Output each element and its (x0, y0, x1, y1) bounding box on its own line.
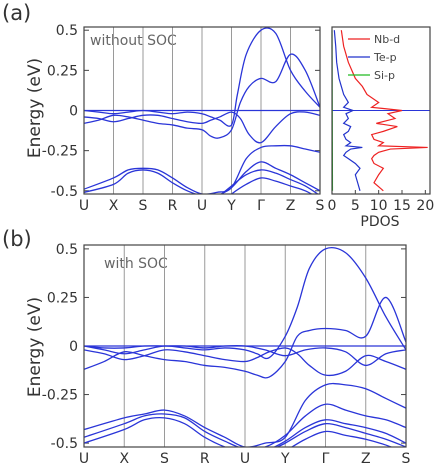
panel-b-kpoint-label: Y (280, 451, 290, 467)
panel-b-y-tick-label: -0.25 (42, 388, 78, 404)
panel-b-bands (84, 247, 406, 447)
panel-b-kpoint-label: U (240, 451, 250, 467)
panel-b-band-0 (84, 247, 406, 360)
panel-b-frame (83, 244, 407, 448)
panel-a-y-tick-label: -0.5 (51, 184, 78, 200)
panel-b-band-4 (84, 382, 406, 447)
pdos-x-tick-label: 20 (416, 198, 434, 214)
panel-a-band-1 (84, 53, 320, 139)
panel-b-band-8 (290, 430, 394, 447)
pdos-x-axis-label: PDOS (360, 214, 399, 230)
panel-a-kpoint-label: U (197, 198, 207, 214)
pdos-legend-label: Nb-d (374, 33, 400, 46)
pdos-x-tick-label: 15 (393, 198, 411, 214)
panel-a-band-6 (230, 177, 313, 194)
panel-b-y-tick-label: -0.5 (51, 436, 78, 452)
panel-b-kpoint-label: R (200, 451, 210, 467)
pdos-x-tick-label: 10 (370, 198, 388, 214)
panel-a-y-axis-label: Energy (eV) (25, 58, 45, 158)
panel-a-kpoint-label: Y (226, 198, 236, 214)
panel-a-frame (83, 26, 321, 195)
panel-a-band-0 (84, 27, 320, 127)
panel-a-kpoint-label: S (139, 198, 148, 214)
pdos-x-tick-label: 0 (328, 198, 337, 214)
panel-b-y-tick-label: 0.5 (56, 242, 78, 258)
panel-b-annotation: with SOC (104, 256, 168, 272)
panel-b-label: (b) (2, 227, 32, 251)
panel-a-band-4 (84, 161, 320, 194)
pdos-series-te-p (333, 30, 363, 191)
panel-a-y-tick-label: 0.25 (47, 63, 78, 79)
panel-a-pdos-plot: PDOS 0 5 10 15 20 Nb-d Te-p Si-p (328, 26, 434, 230)
panel-a-kpoint-label: Z (286, 198, 296, 214)
pdos-legend-label: Te-p (373, 51, 397, 64)
panel-b-y-tick-label: 0.25 (47, 290, 78, 306)
panel-b-band-6 (84, 416, 406, 447)
panel-b-y-axis-label: Energy (eV) (25, 297, 45, 397)
panel-b-band-plot: Energy (eV) with SOC U X S R U Y Γ Z S 0.5 0.25 0 -0… (25, 242, 411, 467)
panel-b-band-2 (84, 347, 406, 377)
panel-a-kpoint-label: U (79, 198, 89, 214)
panel-b-band-3 (84, 344, 406, 367)
panel-b-kpoint-label: U (79, 451, 89, 467)
panel-a-y-tick-label: 0 (69, 104, 78, 120)
panel-a-kpoint-label: X (109, 198, 119, 214)
panel-b-kpoint-label: S (160, 451, 169, 467)
panel-b-y-tick-label: 0 (69, 339, 78, 355)
panel-b-kpoint-label: X (119, 451, 129, 467)
panel-a-annotation: without SOC (90, 33, 177, 49)
panel-a-kpoint-label: R (168, 198, 178, 214)
panel-b-kpoint-label: Γ (322, 451, 330, 467)
panel-b-kpoint-label: S (402, 451, 411, 467)
panel-a-band-5 (220, 169, 319, 194)
panel-a-kpoint-label: S (316, 198, 325, 214)
panel-a-y-tick-label: -0.25 (42, 144, 78, 160)
panel-a-label: (a) (2, 1, 31, 25)
panel-a-band-2 (84, 111, 320, 144)
pdos-legend-label: Si-p (374, 69, 395, 82)
pdos-frame (331, 26, 431, 195)
panel-b-band-5 (84, 403, 406, 447)
pdos-x-tick-label: 5 (351, 198, 360, 214)
panel-a-kpoint-label: Γ (257, 198, 265, 214)
panel-b-band-7 (275, 422, 406, 447)
panel-a-y-tick-label: 0.5 (56, 23, 78, 39)
pdos-series-nb-d (340, 30, 428, 192)
panel-a-band-plot: Energy (eV) without SOC U X S R U Y Γ Z S 0.5 0.25… (25, 23, 325, 214)
panel-b-kpoint-label: Z (361, 451, 371, 467)
